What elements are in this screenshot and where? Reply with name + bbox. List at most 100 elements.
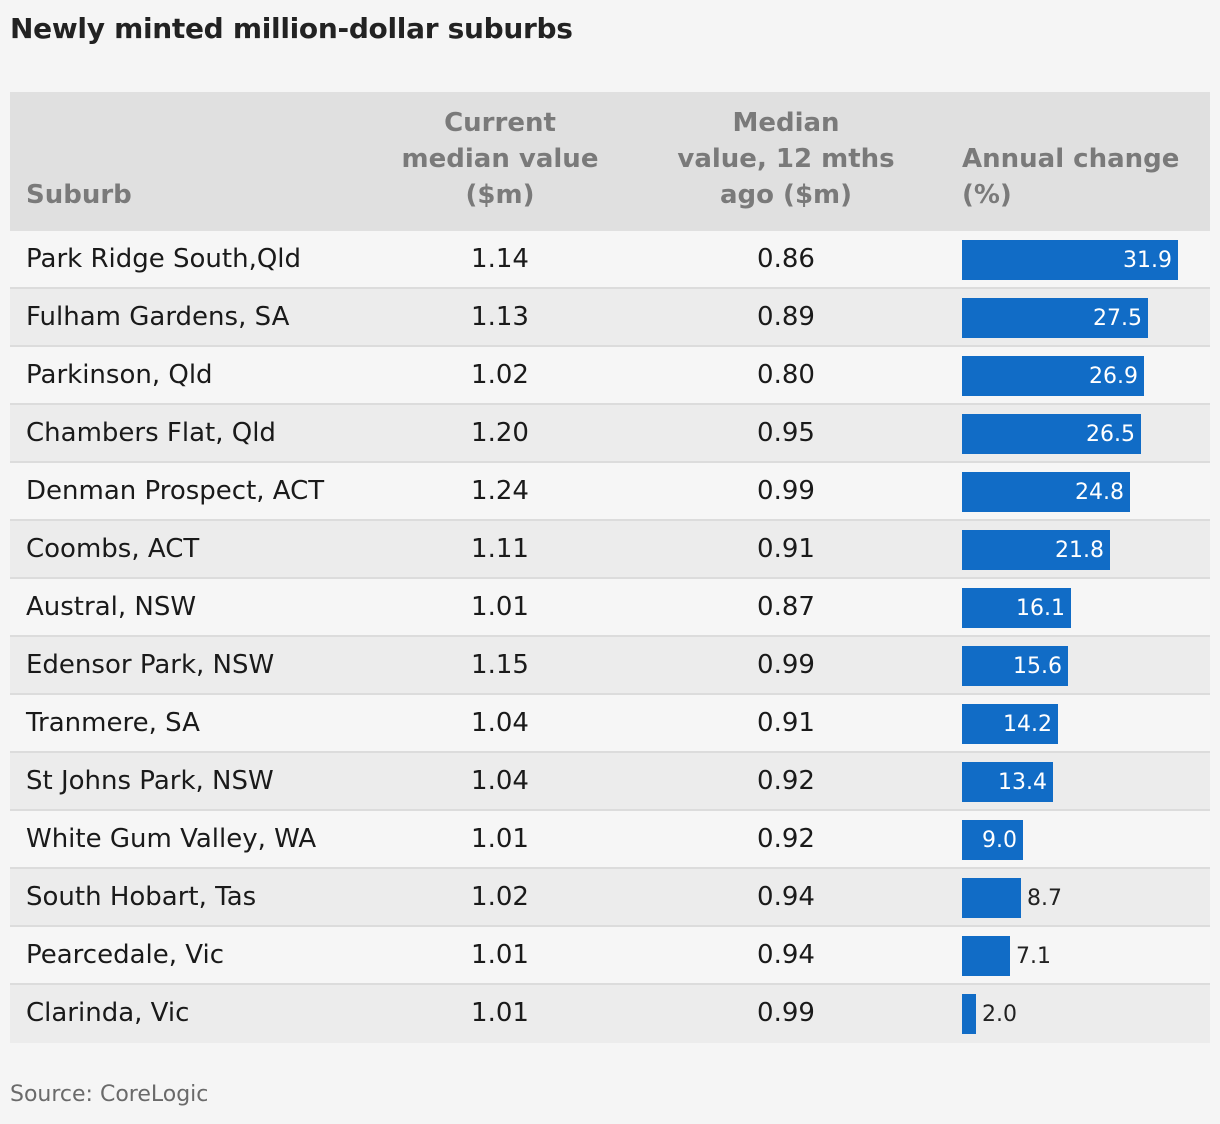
chart-title: Newly minted million-dollar suburbs xyxy=(10,12,573,45)
change-bar xyxy=(962,240,1178,280)
table-row: Edensor Park, NSW 1.15 0.99 15.6 xyxy=(10,637,1210,695)
change-bar-label: 7.1 xyxy=(1016,944,1051,969)
current-median-cell: 1.02 xyxy=(471,882,529,912)
suburb-cell: Clarinda, Vic xyxy=(26,998,190,1028)
median-ago-cell: 0.99 xyxy=(757,476,815,506)
median-ago-cell: 0.91 xyxy=(757,708,815,738)
change-bar-cell: 7.1 xyxy=(962,936,1202,976)
change-bar xyxy=(962,878,1021,918)
table-row: Pearcedale, Vic 1.01 0.94 7.1 xyxy=(10,927,1210,985)
change-bar-label: 24.8 xyxy=(1075,480,1124,505)
change-bar xyxy=(962,588,1071,628)
change-bar-cell: 9.0 xyxy=(962,820,1202,860)
header-ago-line3: ago ($m) xyxy=(719,180,853,210)
suburb-cell: Pearcedale, Vic xyxy=(26,940,225,970)
change-bar-cell: 31.9 xyxy=(962,240,1202,280)
median-ago-cell: 0.94 xyxy=(757,882,815,912)
suburb-cell: Parkinson, Qld xyxy=(26,360,213,390)
table-header: Suburb Current median value ($m) Median … xyxy=(10,92,1210,231)
change-bar-cell: 26.9 xyxy=(962,356,1202,396)
change-bar-cell: 27.5 xyxy=(962,298,1202,338)
median-ago-cell: 0.91 xyxy=(757,534,815,564)
median-ago-cell: 0.99 xyxy=(757,998,815,1028)
change-bar xyxy=(962,356,1144,396)
change-bar xyxy=(962,414,1141,454)
suburb-cell: Chambers Flat, Qld xyxy=(26,418,276,448)
change-bar xyxy=(962,472,1130,512)
suburb-cell: White Gum Valley, WA xyxy=(26,824,317,854)
median-ago-cell: 0.92 xyxy=(757,766,815,796)
header-median-ago: Median value, 12 mths ago ($m) xyxy=(636,105,936,213)
current-median-cell: 1.04 xyxy=(471,766,529,796)
change-bar-label: 26.5 xyxy=(1086,422,1135,447)
change-bar-label: 16.1 xyxy=(1016,596,1065,621)
change-bar xyxy=(962,820,1023,860)
change-bar-label: 8.7 xyxy=(1027,886,1062,911)
table-row: Parkinson, Qld 1.02 0.80 26.9 xyxy=(10,347,1210,405)
change-bar xyxy=(962,646,1068,686)
table-body: Park Ridge South,Qld 1.14 0.86 31.9 Fulham G… xyxy=(10,231,1210,1043)
header-current-line1: Current xyxy=(444,108,556,138)
median-ago-cell: 0.99 xyxy=(757,650,815,680)
table-row: Tranmere, SA 1.04 0.91 14.2 xyxy=(10,695,1210,753)
change-bar-label: 13.4 xyxy=(998,770,1047,795)
change-bar-label: 21.8 xyxy=(1055,538,1104,563)
current-median-cell: 1.15 xyxy=(471,650,529,680)
change-bar-cell: 24.8 xyxy=(962,472,1202,512)
median-ago-cell: 0.92 xyxy=(757,824,815,854)
suburb-cell: South Hobart, Tas xyxy=(26,882,257,912)
change-bar-cell: 14.2 xyxy=(962,704,1202,744)
table-row: Clarinda, Vic 1.01 0.99 2.0 xyxy=(10,985,1210,1043)
header-annual-change: Annual change (%) xyxy=(962,141,1202,213)
change-bar-cell: 26.5 xyxy=(962,414,1202,454)
change-bar xyxy=(962,762,1053,802)
table-row: Park Ridge South,Qld 1.14 0.86 31.9 xyxy=(10,231,1210,289)
header-ago-line2: value, 12 mths xyxy=(677,144,895,174)
change-bar xyxy=(962,936,1010,976)
change-bar-label: 14.2 xyxy=(1003,712,1052,737)
current-median-cell: 1.01 xyxy=(471,998,529,1028)
header-current-median: Current median value ($m) xyxy=(350,105,650,213)
table-row: Fulham Gardens, SA 1.13 0.89 27.5 xyxy=(10,289,1210,347)
suburb-cell: Coombs, ACT xyxy=(26,534,200,564)
current-median-cell: 1.04 xyxy=(471,708,529,738)
change-bar xyxy=(962,994,976,1034)
change-bar-label: 26.9 xyxy=(1089,364,1138,389)
current-median-cell: 1.01 xyxy=(471,824,529,854)
median-ago-cell: 0.89 xyxy=(757,302,815,332)
current-median-cell: 1.24 xyxy=(471,476,529,506)
change-bar-cell: 2.0 xyxy=(962,994,1202,1034)
suburb-cell: St Johns Park, NSW xyxy=(26,766,274,796)
change-bar-cell: 8.7 xyxy=(962,878,1202,918)
header-change-line1: Annual change xyxy=(962,144,1180,174)
suburb-cell: Fulham Gardens, SA xyxy=(26,302,290,332)
table-row: Chambers Flat, Qld 1.20 0.95 26.5 xyxy=(10,405,1210,463)
current-median-cell: 1.01 xyxy=(471,592,529,622)
change-bar-label: 31.9 xyxy=(1123,248,1172,273)
source-note: Source: CoreLogic xyxy=(10,1082,209,1107)
table-row: Austral, NSW 1.01 0.87 16.1 xyxy=(10,579,1210,637)
table-row: Denman Prospect, ACT 1.24 0.99 24.8 xyxy=(10,463,1210,521)
current-median-cell: 1.14 xyxy=(471,244,529,274)
median-ago-cell: 0.80 xyxy=(757,360,815,390)
change-bar xyxy=(962,704,1058,744)
change-bar-label: 9.0 xyxy=(982,828,1017,853)
suburb-cell: Denman Prospect, ACT xyxy=(26,476,325,506)
change-bar xyxy=(962,298,1148,338)
table-row: St Johns Park, NSW 1.04 0.92 13.4 xyxy=(10,753,1210,811)
current-median-cell: 1.13 xyxy=(471,302,529,332)
suburb-cell: Edensor Park, NSW xyxy=(26,650,275,680)
table-row: White Gum Valley, WA 1.01 0.92 9.0 xyxy=(10,811,1210,869)
header-change-line2: (%) xyxy=(962,180,1012,210)
change-bar-cell: 13.4 xyxy=(962,762,1202,802)
change-bar-cell: 15.6 xyxy=(962,646,1202,686)
header-current-line2: median value xyxy=(401,144,599,174)
median-ago-cell: 0.94 xyxy=(757,940,815,970)
current-median-cell: 1.02 xyxy=(471,360,529,390)
table-row: Coombs, ACT 1.11 0.91 21.8 xyxy=(10,521,1210,579)
change-bar-cell: 16.1 xyxy=(962,588,1202,628)
change-bar xyxy=(962,530,1110,570)
current-median-cell: 1.01 xyxy=(471,940,529,970)
table-row: South Hobart, Tas 1.02 0.94 8.7 xyxy=(10,869,1210,927)
header-current-line3: ($m) xyxy=(465,180,535,210)
